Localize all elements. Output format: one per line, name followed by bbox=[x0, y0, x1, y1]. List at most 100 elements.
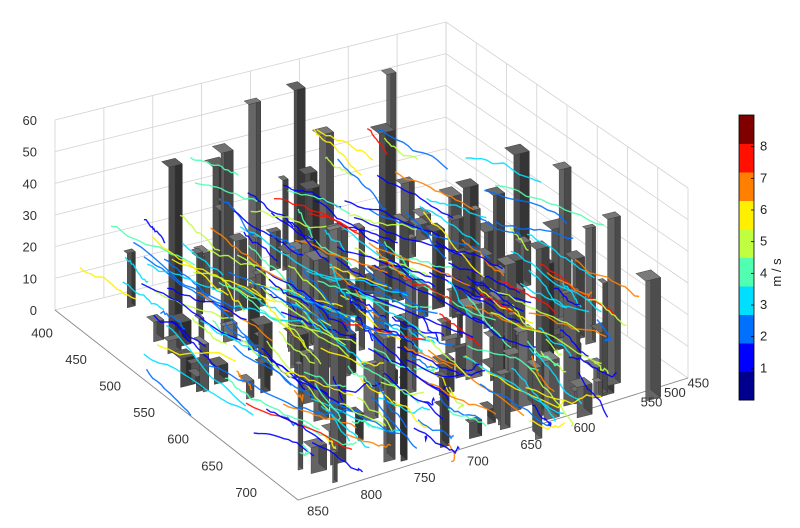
colorbar-tick-label: 1 bbox=[760, 360, 767, 375]
streamline bbox=[373, 264, 486, 325]
x-front-tick-label: 650 bbox=[520, 437, 542, 452]
streamline bbox=[528, 312, 607, 338]
streamline bbox=[314, 383, 342, 422]
y-left-tick-label: 500 bbox=[99, 379, 121, 394]
colorbar-tick-label: 4 bbox=[760, 265, 767, 280]
z-tick-label: 40 bbox=[23, 176, 37, 191]
streamline bbox=[293, 389, 304, 404]
streamline bbox=[179, 214, 221, 252]
colorbar-segment bbox=[739, 257, 754, 287]
streamline bbox=[419, 205, 480, 246]
streamline bbox=[510, 250, 602, 313]
streamline bbox=[373, 327, 415, 346]
streamline bbox=[465, 157, 542, 183]
streamline bbox=[200, 319, 261, 358]
x-front-tick-label: 850 bbox=[307, 503, 329, 518]
colorbar-segment bbox=[739, 115, 754, 144]
streamline bbox=[167, 287, 247, 321]
streamline bbox=[153, 314, 207, 348]
streamline bbox=[323, 434, 337, 450]
streamline bbox=[332, 376, 344, 402]
streamline bbox=[377, 129, 449, 170]
x-front-tick-label: 600 bbox=[574, 420, 596, 435]
building bbox=[475, 247, 494, 330]
colorbar-tick-label: 5 bbox=[760, 234, 767, 249]
streamline bbox=[414, 325, 471, 378]
z-tick-label: 30 bbox=[23, 208, 37, 223]
streamline bbox=[306, 270, 408, 297]
streamline bbox=[163, 258, 226, 310]
streamline bbox=[249, 398, 320, 431]
y-right-tick-label: 550 bbox=[641, 394, 663, 409]
streamline bbox=[417, 419, 455, 440]
streamline bbox=[429, 363, 457, 398]
streamline bbox=[412, 330, 454, 346]
colorbar-tick-label: 2 bbox=[760, 329, 767, 344]
streamline bbox=[194, 182, 258, 203]
streamline bbox=[341, 321, 426, 341]
streamline bbox=[143, 256, 229, 317]
streamline bbox=[237, 285, 286, 319]
x-front-tick-label: 700 bbox=[467, 453, 489, 468]
streamline bbox=[472, 316, 536, 348]
building bbox=[329, 449, 338, 484]
streamline bbox=[251, 287, 306, 348]
streamline bbox=[316, 318, 366, 365]
streamline bbox=[577, 372, 609, 418]
streamline bbox=[324, 156, 355, 177]
streamline bbox=[426, 197, 487, 219]
streamline bbox=[273, 198, 358, 232]
streamline bbox=[413, 367, 436, 373]
axis-ticks: 0102030405060400450500550600650700850800… bbox=[23, 113, 710, 518]
streamline bbox=[439, 396, 483, 421]
y-right-tick-label: 500 bbox=[664, 385, 686, 400]
building bbox=[211, 142, 234, 336]
colorbar-segment bbox=[739, 143, 754, 173]
streamline bbox=[545, 338, 563, 356]
streamline bbox=[124, 256, 149, 283]
streamline bbox=[593, 361, 609, 375]
streamline bbox=[489, 287, 580, 333]
streamline bbox=[479, 383, 550, 427]
streamline bbox=[351, 296, 387, 318]
streamline bbox=[110, 225, 196, 266]
streamline bbox=[467, 344, 540, 372]
streamline bbox=[405, 210, 447, 260]
streamline bbox=[376, 174, 454, 219]
streamline bbox=[353, 216, 472, 261]
streamline bbox=[248, 347, 329, 395]
streamline bbox=[528, 269, 568, 309]
colorbar-segment bbox=[739, 200, 754, 230]
streamline bbox=[387, 259, 436, 288]
z-tick-label: 0 bbox=[30, 303, 37, 318]
streamline bbox=[329, 401, 400, 435]
streamline bbox=[490, 311, 602, 365]
streamline bbox=[191, 317, 228, 345]
streamline bbox=[349, 213, 417, 230]
streamline bbox=[210, 227, 284, 281]
streamline bbox=[79, 266, 137, 300]
streamline bbox=[422, 211, 485, 278]
x-front-tick-label: 750 bbox=[414, 470, 436, 485]
streamline bbox=[314, 305, 405, 340]
z-tick-label: 20 bbox=[23, 240, 37, 255]
colorbar-segment bbox=[739, 371, 754, 401]
streamline bbox=[349, 285, 438, 315]
streamline bbox=[339, 402, 387, 427]
streamline bbox=[596, 319, 612, 342]
streamline bbox=[143, 353, 254, 416]
streamline bbox=[207, 249, 266, 269]
streamline bbox=[313, 128, 362, 176]
building bbox=[581, 223, 596, 345]
streamline bbox=[347, 365, 373, 388]
streamline bbox=[165, 324, 247, 407]
streamline bbox=[462, 290, 512, 349]
streamline bbox=[299, 444, 311, 457]
streamline bbox=[268, 278, 310, 307]
colorbar-segment bbox=[739, 286, 754, 315]
streamline bbox=[249, 281, 343, 308]
streamline bbox=[421, 316, 439, 342]
streamline bbox=[447, 281, 473, 318]
streamline bbox=[528, 420, 566, 431]
streamline bbox=[302, 294, 355, 323]
